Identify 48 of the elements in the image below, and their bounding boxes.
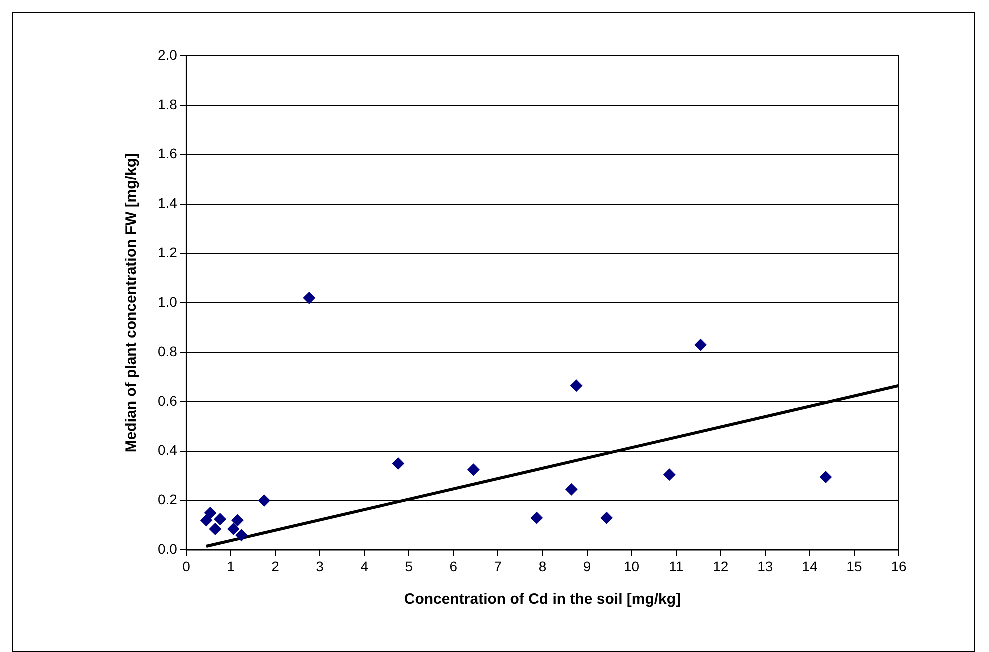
y-tick-label: 2.0 [158,46,178,63]
x-tick-label: 10 [624,558,640,574]
y-tick-label: 0.4 [158,442,178,458]
x-tick-label: 14 [802,558,818,574]
x-tick-label: 15 [846,558,862,574]
point [820,471,832,484]
x-tick-label: 6 [450,558,458,574]
y-tick-label: 1.2 [158,244,178,261]
x-tick-label: 0 [182,558,191,574]
y-tick-label: 0.6 [158,392,178,409]
x-tick-label: 4 [360,558,369,574]
point [530,512,543,524]
point [303,292,316,304]
y-axis-title: Median of plant concentration FW [mg/kg] [123,154,140,453]
y-tick-label: 0.2 [158,492,178,508]
point [232,514,244,527]
y-tick-label: 0.0 [158,541,178,558]
point [204,507,217,520]
x-tick-label: 2 [272,558,280,574]
y-tick-label: 0.8 [158,343,178,360]
point [228,523,240,536]
point [392,458,404,470]
x-tick-label: 5 [405,558,414,574]
point [600,512,613,524]
point [214,513,226,526]
point [200,514,212,527]
point [468,464,480,476]
x-tick-label: 1 [227,558,236,574]
point [694,339,707,352]
x-tick-label: 7 [494,558,502,574]
y-tick-label: 1.8 [158,96,178,112]
x-tick-label: 8 [538,558,547,574]
x-tick-label: 11 [669,558,684,574]
point [566,484,578,496]
point [664,468,676,481]
y-tick-label: 1.4 [158,195,178,212]
point [258,494,270,507]
y-tick-label: 1.0 [158,294,178,310]
point [236,529,248,542]
point [209,523,222,536]
y-tick-label: 1.6 [158,146,178,162]
x-tick-label: 3 [316,558,324,574]
x-tick-label: 13 [758,558,774,574]
x-axis-title: Concentration of Cd in the soil [mg/kg] [404,591,682,608]
x-tick-label: 9 [583,558,592,574]
x-tick-label: 12 [713,558,729,574]
point [570,380,583,392]
x-tick-label: 16 [891,558,907,574]
